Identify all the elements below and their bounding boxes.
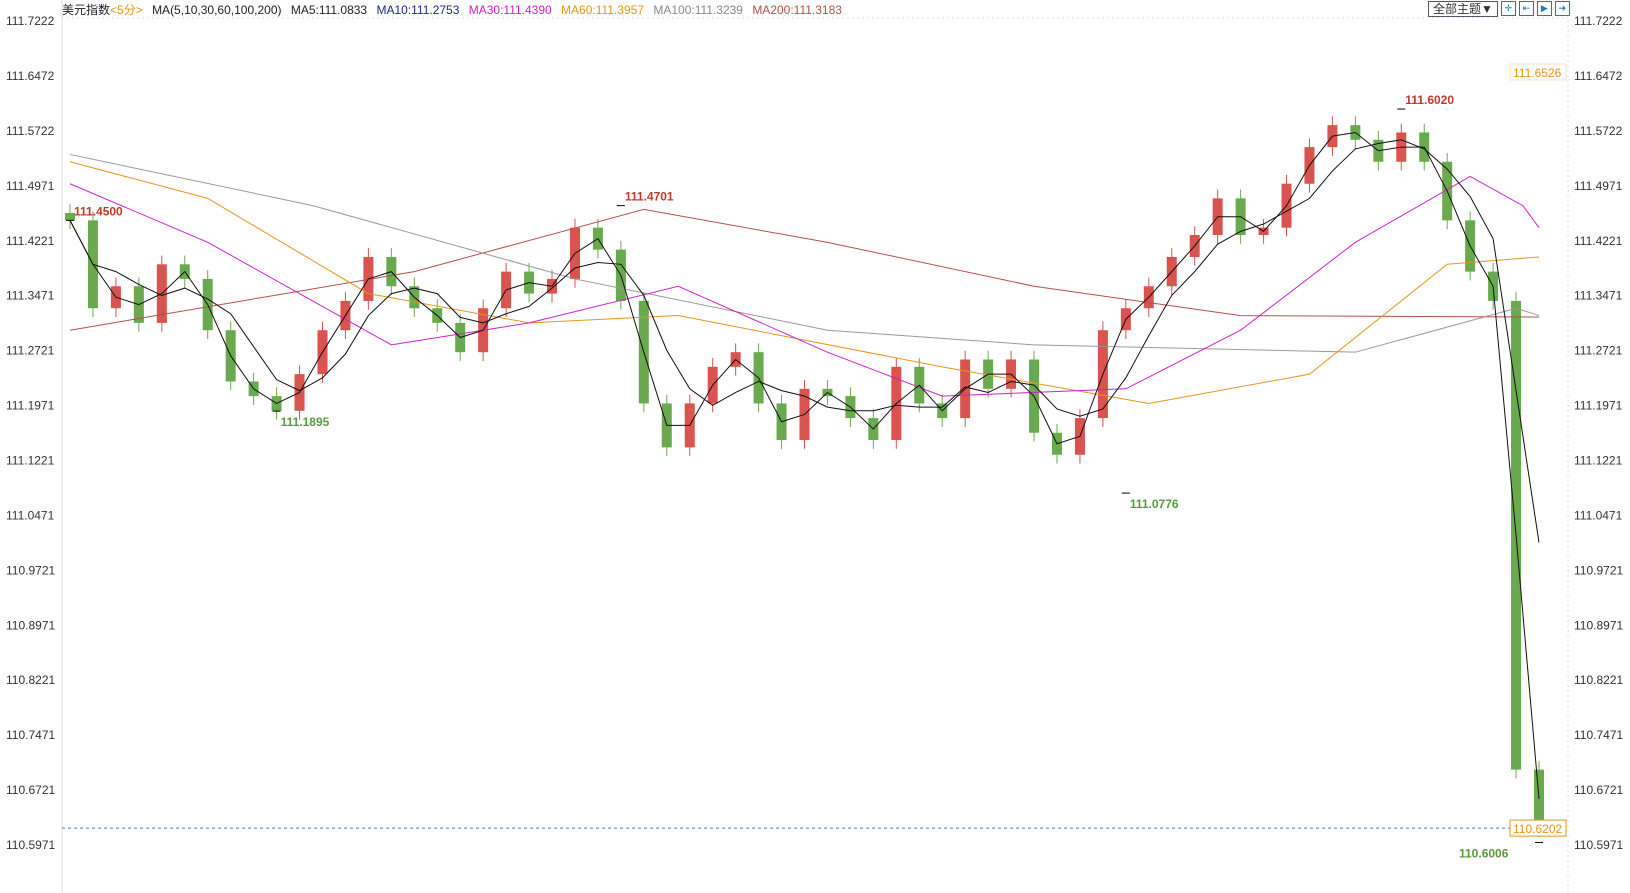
chart-header: 美元指数<5分> MA(5,10,30,60,100,200) MA5:111.…	[62, 1, 848, 18]
y-tick-right: 110.8971	[1574, 618, 1623, 632]
ma5-line	[69, 131, 1540, 799]
y-tick-left: 111.0471	[6, 508, 55, 522]
y-tick-left: 111.6472	[6, 69, 55, 83]
y-tick-left: 111.1971	[6, 399, 55, 413]
y-tick-right: 111.4221	[1574, 234, 1623, 248]
y-tick-right: 111.5722	[1574, 124, 1623, 138]
ma60-value: MA60:111.3957	[561, 3, 644, 17]
price-tag-box	[1509, 63, 1567, 81]
y-tick-right: 111.1221	[1574, 454, 1623, 468]
candle-body	[65, 213, 75, 221]
last-price-box	[1509, 819, 1567, 837]
y-tick-right: 111.2721	[1574, 344, 1623, 358]
ma10-line	[69, 139, 1540, 543]
y-tick-right: 111.7222	[1574, 14, 1623, 28]
extreme-label: 110.6006	[1459, 846, 1509, 860]
symbol-name: 美元指数	[62, 3, 111, 17]
ma200-line	[69, 208, 1540, 331]
y-tick-left: 111.5722	[6, 124, 55, 138]
y-tick-left: 110.8971	[6, 618, 55, 632]
ma100-line	[69, 153, 1540, 353]
ma-params[interactable]: MA(5,10,30,60,100,200)	[152, 3, 282, 17]
y-tick-left: 111.3471	[6, 289, 55, 303]
ma10-value: MA10:111.2753	[376, 3, 460, 17]
y-tick-right: 111.3471	[1574, 289, 1623, 303]
y-tick-left: 110.8221	[6, 673, 55, 687]
y-tick-right: 110.8221	[1574, 673, 1623, 687]
y-tick-left: 111.4971	[6, 179, 55, 193]
y-tick-left: 111.4221	[6, 234, 55, 248]
y-tick-left: 110.9721	[6, 563, 55, 577]
y-tick-right: 110.7471	[1574, 728, 1623, 742]
y-tick-right: 110.5971	[1574, 838, 1623, 852]
extreme-label: 111.4500	[74, 204, 123, 218]
play-icon[interactable]: ▶	[1536, 1, 1552, 16]
y-tick-left: 110.7471	[6, 728, 55, 742]
y-tick-right: 111.4971	[1574, 179, 1623, 193]
extreme-label: 111.6020	[1405, 93, 1454, 107]
extreme-label: 111.4701	[625, 190, 674, 204]
theme-dropdown[interactable]: 全部主题▼	[1428, 1, 1498, 17]
ma100-value: MA100:111.3239	[653, 3, 743, 17]
y-tick-right: 110.6721	[1574, 783, 1623, 797]
ma200-value: MA200:111.3183	[752, 3, 842, 17]
y-tick-left: 111.2721	[6, 344, 55, 358]
y-tick-left: 110.5971	[6, 838, 55, 852]
ma5-value: MA5:111.0833	[290, 3, 368, 17]
exit-icon[interactable]: ➜	[1554, 1, 1570, 16]
crosshair-icon[interactable]: ✛	[1500, 1, 1516, 16]
last-price-label: 110.6202	[1513, 822, 1562, 836]
y-tick-left: 110.6721	[6, 783, 55, 797]
price-tag-label: 111.6526	[1513, 66, 1562, 80]
extreme-label: 111.1895	[281, 415, 330, 429]
zoom-range-icon[interactable]: ⇤	[1518, 1, 1534, 16]
ma60-line	[69, 161, 1540, 404]
ma30-value: MA30:111.4390	[468, 3, 552, 17]
y-tick-right: 111.6472	[1574, 69, 1623, 83]
y-tick-left: 111.7222	[6, 14, 55, 28]
period-selector[interactable]: <5分>	[110, 3, 143, 17]
y-tick-left: 111.1221	[6, 454, 55, 468]
extreme-label: 111.0776	[1130, 497, 1179, 511]
y-tick-right: 111.1971	[1574, 399, 1623, 413]
ma30-line	[69, 175, 1540, 397]
y-tick-right: 110.9721	[1574, 563, 1623, 577]
y-tick-right: 111.0471	[1574, 508, 1623, 522]
